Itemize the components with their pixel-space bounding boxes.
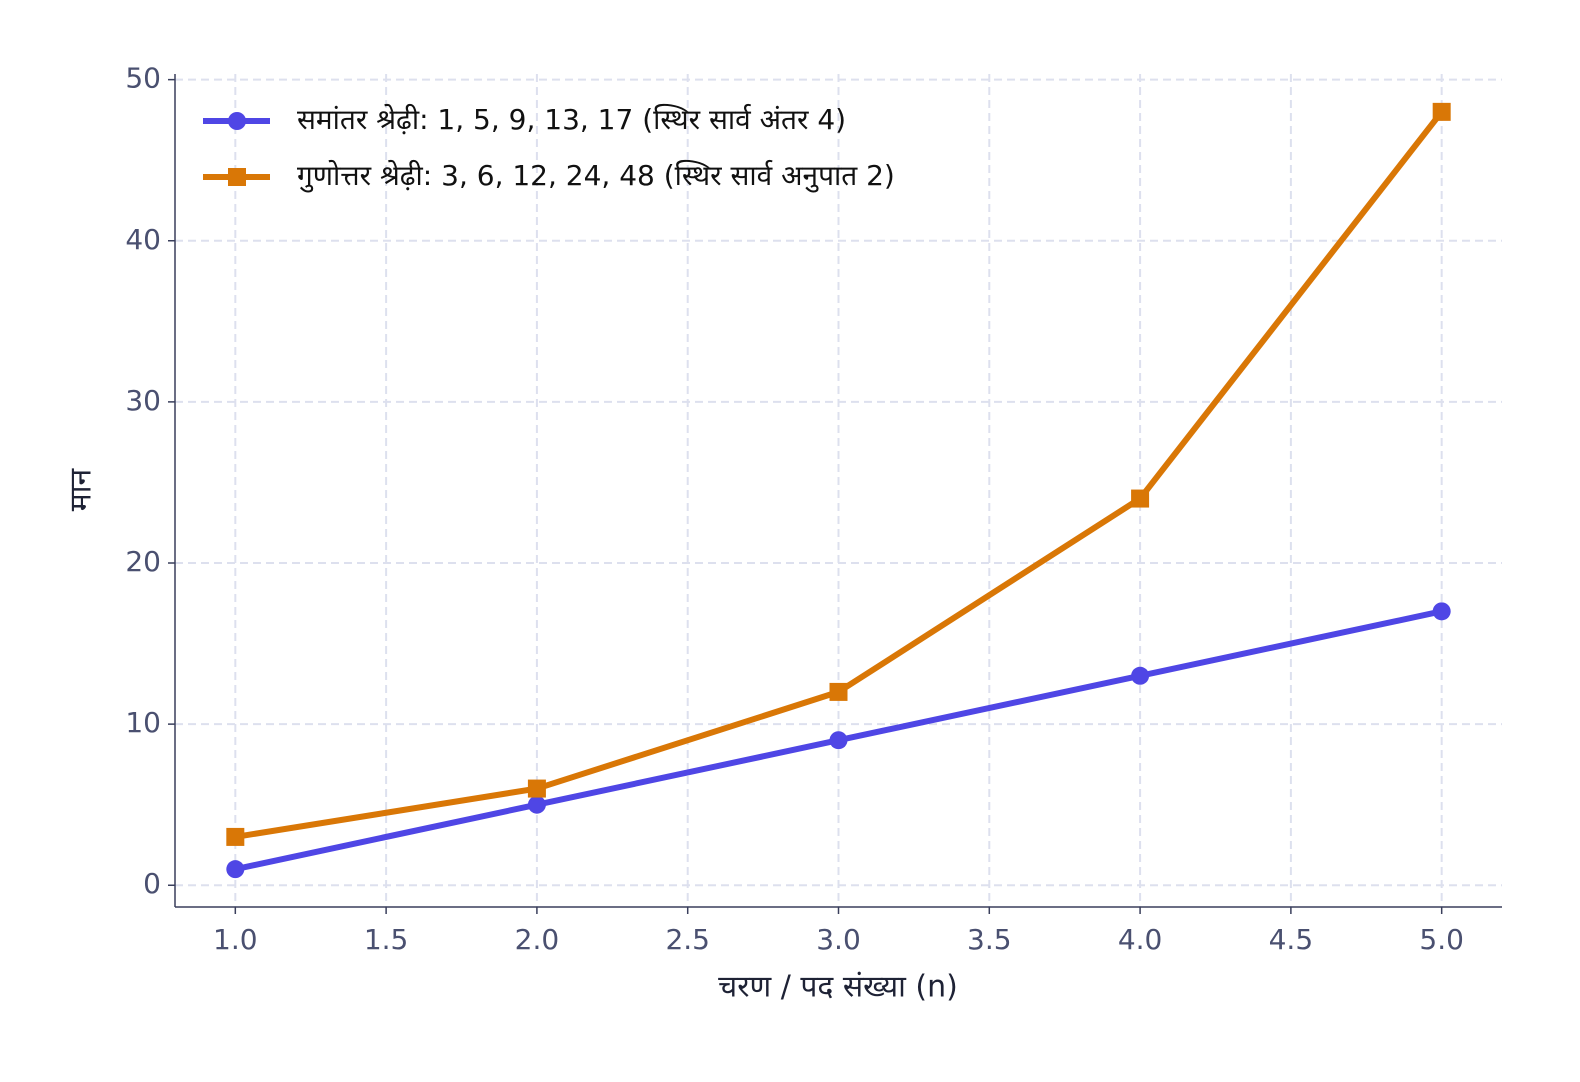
x-tick-label: 1.0	[213, 923, 258, 956]
x-tick-label: 3.0	[816, 923, 861, 956]
y-tick-label: 30	[125, 384, 161, 417]
y-tick-label: 40	[125, 223, 161, 256]
marker	[226, 827, 245, 846]
marker	[1131, 666, 1150, 685]
x-tick-label: 2.0	[515, 923, 560, 956]
marker	[829, 731, 848, 750]
y-tick-label: 10	[125, 706, 161, 739]
x-tick-label: 2.5	[665, 923, 710, 956]
marker	[527, 795, 546, 814]
x-tick-label: 4.5	[1269, 923, 1314, 956]
y-tick-label: 20	[125, 545, 161, 578]
marker	[1432, 102, 1451, 121]
marker	[1131, 489, 1150, 508]
legend-label: गुणोत्तर श्रेढ़ी: 3, 6, 12, 24, 48 (स्थि…	[297, 159, 895, 193]
marker	[1432, 602, 1451, 621]
x-tick-label: 5.0	[1419, 923, 1464, 956]
legend-label: समांतर श्रेढ़ी: 1, 5, 9, 13, 17 (स्थिर स…	[297, 103, 846, 136]
marker	[829, 682, 848, 701]
y-tick-label: 50	[125, 62, 161, 95]
marker	[228, 168, 246, 186]
y-axis-label: मान	[64, 467, 99, 511]
x-tick-label: 1.5	[364, 923, 409, 956]
x-tick-label: 3.5	[967, 923, 1012, 956]
marker	[226, 860, 245, 879]
marker	[228, 112, 246, 130]
marker	[527, 779, 546, 798]
x-axis-label: चरण / पद संख्या (n)	[718, 970, 958, 1005]
x-tick-label: 4.0	[1118, 923, 1163, 956]
y-tick-label: 0	[143, 867, 161, 900]
